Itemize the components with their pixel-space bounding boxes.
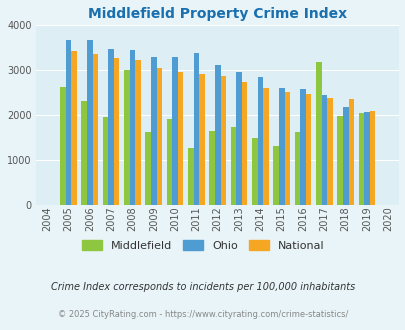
Bar bbox=[294, 132, 300, 205]
Bar bbox=[87, 40, 92, 205]
Bar bbox=[257, 78, 262, 205]
Bar bbox=[156, 68, 162, 205]
Legend: Middlefield, Ohio, National: Middlefield, Ohio, National bbox=[77, 235, 328, 255]
Bar bbox=[326, 98, 332, 205]
Bar bbox=[278, 88, 284, 205]
Bar bbox=[177, 72, 183, 205]
Bar bbox=[151, 57, 156, 205]
Bar bbox=[60, 87, 66, 205]
Bar bbox=[66, 40, 71, 205]
Bar bbox=[358, 113, 363, 205]
Bar bbox=[347, 99, 353, 205]
Bar bbox=[315, 62, 321, 205]
Bar bbox=[273, 146, 278, 205]
Bar bbox=[363, 112, 369, 205]
Bar bbox=[124, 70, 129, 205]
Bar bbox=[337, 116, 342, 205]
Bar bbox=[252, 138, 257, 205]
Bar bbox=[236, 72, 241, 205]
Bar bbox=[193, 53, 199, 205]
Bar bbox=[145, 132, 151, 205]
Bar bbox=[199, 74, 204, 205]
Bar bbox=[71, 51, 77, 205]
Bar bbox=[284, 92, 289, 205]
Bar bbox=[230, 127, 236, 205]
Bar bbox=[135, 60, 141, 205]
Bar bbox=[188, 148, 193, 205]
Text: Crime Index corresponds to incidents per 100,000 inhabitants: Crime Index corresponds to incidents per… bbox=[51, 282, 354, 292]
Bar bbox=[214, 65, 220, 205]
Bar bbox=[102, 117, 108, 205]
Bar bbox=[92, 54, 98, 205]
Bar bbox=[108, 49, 113, 205]
Title: Middlefield Property Crime Index: Middlefield Property Crime Index bbox=[88, 7, 346, 21]
Bar bbox=[129, 50, 135, 205]
Bar bbox=[305, 94, 311, 205]
Bar bbox=[300, 89, 305, 205]
Bar bbox=[81, 101, 87, 205]
Bar bbox=[369, 111, 375, 205]
Bar bbox=[342, 107, 347, 205]
Bar bbox=[209, 131, 214, 205]
Bar bbox=[321, 95, 326, 205]
Bar bbox=[262, 88, 268, 205]
Bar bbox=[241, 82, 247, 205]
Bar bbox=[166, 119, 172, 205]
Text: © 2025 CityRating.com - https://www.cityrating.com/crime-statistics/: © 2025 CityRating.com - https://www.city… bbox=[58, 310, 347, 319]
Bar bbox=[172, 57, 177, 205]
Bar bbox=[113, 58, 119, 205]
Bar bbox=[220, 76, 226, 205]
